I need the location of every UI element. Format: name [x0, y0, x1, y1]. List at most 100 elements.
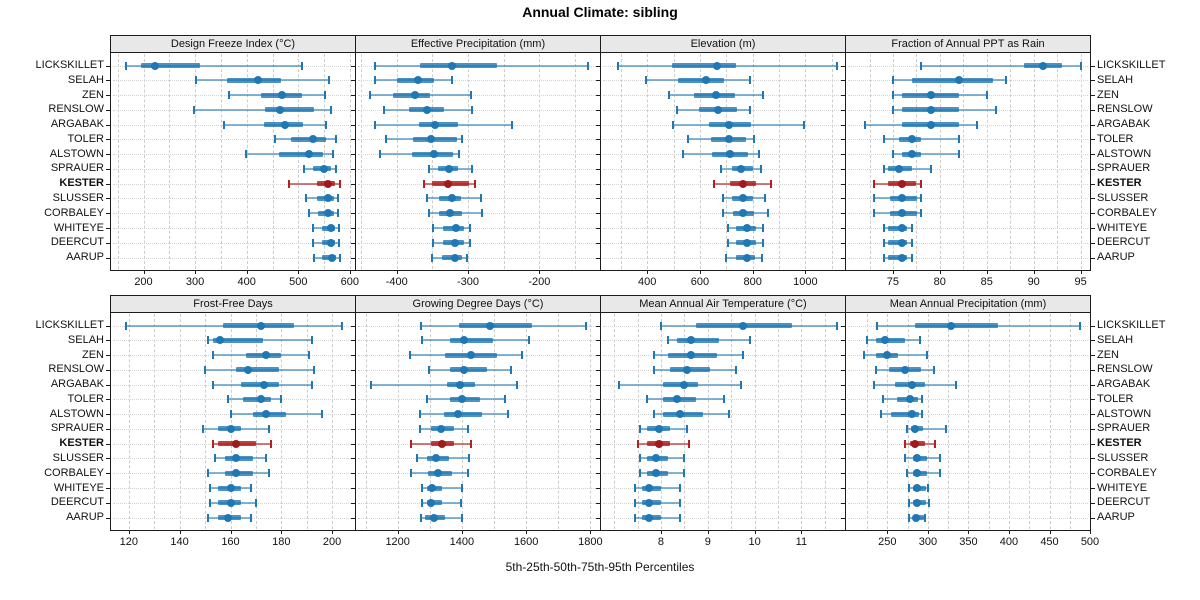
- site-label-right-kester: KESTER: [1097, 437, 1142, 450]
- x-axis-tick-label: 1200: [385, 536, 410, 548]
- x-axis-tick-label: 1000: [793, 276, 818, 288]
- site-label-left-aarup: AARUP: [66, 251, 104, 263]
- row-tick-right: [1091, 428, 1095, 430]
- whisker-cap-right: [734, 365, 737, 374]
- median-dot: [898, 179, 907, 188]
- x-axis-tick: [927, 530, 929, 534]
- vertical-gridline: [684, 314, 686, 529]
- vertical-gridline: [117, 54, 119, 269]
- row-tick-left: [841, 257, 845, 259]
- whisker-cap-left: [726, 224, 729, 232]
- panel-design-freeze-index-c: Design Freeze Index (°C) 200 300 400 500 600: [106, 35, 360, 288]
- site-label-right-argabak: ARGABAK: [1097, 118, 1151, 131]
- row-gridline: [848, 228, 1088, 229]
- whisker-cap-left: [209, 484, 212, 492]
- row-tick-right: [1091, 414, 1095, 416]
- whisker-cap-left: [904, 454, 907, 463]
- whisker-cap-left: [873, 179, 876, 188]
- x-axis-tick-label: 400: [237, 276, 256, 288]
- row-gridline: [113, 213, 353, 215]
- median-dot: [910, 439, 919, 448]
- median-dot: [898, 209, 907, 218]
- row-gridline: [358, 257, 598, 259]
- panel-plot: 120 140 160 180 200: [106, 313, 360, 548]
- median-dot: [913, 454, 922, 463]
- whisker-cap-left: [638, 454, 641, 463]
- whisker-cap-right: [683, 469, 686, 478]
- row-tick-left: [841, 517, 845, 519]
- whisker-cap-right: [920, 194, 923, 203]
- median-dot: [254, 76, 262, 85]
- median-dot: [451, 224, 460, 232]
- whisker-cap-left: [905, 469, 908, 478]
- median-dot: [309, 135, 318, 144]
- row-tick-left: [596, 443, 600, 445]
- row-tick-left: [106, 369, 110, 371]
- row-tick-left: [106, 517, 110, 519]
- row-gridline: [113, 242, 353, 244]
- whisker-cap-right: [338, 179, 341, 188]
- median-dot: [244, 365, 253, 374]
- site-label-right-renslow: RENSLOW: [1097, 363, 1153, 376]
- median-dot: [898, 194, 907, 203]
- whisker-cap-right: [466, 253, 469, 262]
- vertical-gridline: [324, 54, 325, 269]
- row-tick-left: [841, 213, 845, 215]
- row-tick-right: [1091, 124, 1095, 126]
- row-gridline: [603, 517, 843, 519]
- x-axis-tick: [699, 270, 701, 274]
- vertical-gridline: [461, 314, 463, 529]
- whisker-cap-right: [678, 513, 681, 522]
- iqr-bar: [226, 77, 281, 83]
- site-label-left-argabak: ARGABAK: [50, 378, 104, 391]
- whisker-cap-left: [244, 150, 247, 159]
- panel-header: Design Freeze Index (°C): [111, 36, 355, 53]
- whisker-cap-right: [929, 164, 932, 173]
- whisker-cap-left: [211, 380, 214, 389]
- row-tick-left: [596, 488, 600, 489]
- row-tick-left: [841, 399, 845, 401]
- row-tick-right: [1091, 198, 1095, 200]
- row-tick-left: [841, 473, 845, 475]
- whisker-cap-left: [644, 76, 647, 85]
- x-axis-tick: [968, 530, 970, 534]
- row-tick-left: [106, 228, 110, 229]
- row-tick-left: [351, 168, 355, 170]
- row-tick-left: [841, 369, 845, 371]
- panel-header: Mean Annual Precipitation (mm): [846, 296, 1090, 313]
- vertical-gridline: [255, 314, 257, 529]
- median-dot: [451, 253, 460, 262]
- site-label-left-zen: ZEN: [82, 88, 104, 101]
- x-axis-tick-label: 10: [748, 536, 761, 548]
- row-tick-left: [106, 95, 110, 96]
- whisker-cap-left: [206, 513, 209, 522]
- whisker-cap-left: [201, 424, 204, 433]
- row-tick-left: [596, 124, 600, 126]
- whisker-cap-left: [419, 321, 422, 330]
- row-tick-left: [106, 139, 110, 141]
- row-tick-left: [596, 340, 600, 342]
- vertical-gridline: [397, 314, 399, 529]
- row-gridline: [358, 168, 598, 170]
- whisker-cap-left: [891, 76, 894, 85]
- row-gridline: [358, 517, 598, 519]
- median-dot: [737, 164, 746, 173]
- site-label-right-selah: SELAH: [1097, 73, 1134, 86]
- site-label-right-slusser: SLUSSER: [1097, 451, 1149, 464]
- whisker-cap-right: [939, 454, 941, 463]
- row-tick-right: [1091, 80, 1095, 82]
- row-gridline: [848, 213, 1088, 215]
- site-label-right-deercut: DEERCUT: [1097, 496, 1151, 509]
- iqr-bar: [914, 323, 998, 328]
- vertical-gridline: [205, 314, 206, 529]
- whisker-cap-right: [460, 498, 463, 507]
- row-tick-right: [1091, 139, 1095, 141]
- row-tick-left: [351, 399, 355, 401]
- site-label-right-aarup: AARUP: [1097, 251, 1135, 263]
- median-dot: [907, 150, 916, 159]
- whisker-cap-right: [267, 424, 270, 433]
- row-tick-left: [106, 399, 110, 401]
- iqr-bar: [677, 337, 720, 343]
- x-axis-tick-label: 1400: [449, 536, 475, 548]
- whisker-cap-right: [1078, 321, 1081, 330]
